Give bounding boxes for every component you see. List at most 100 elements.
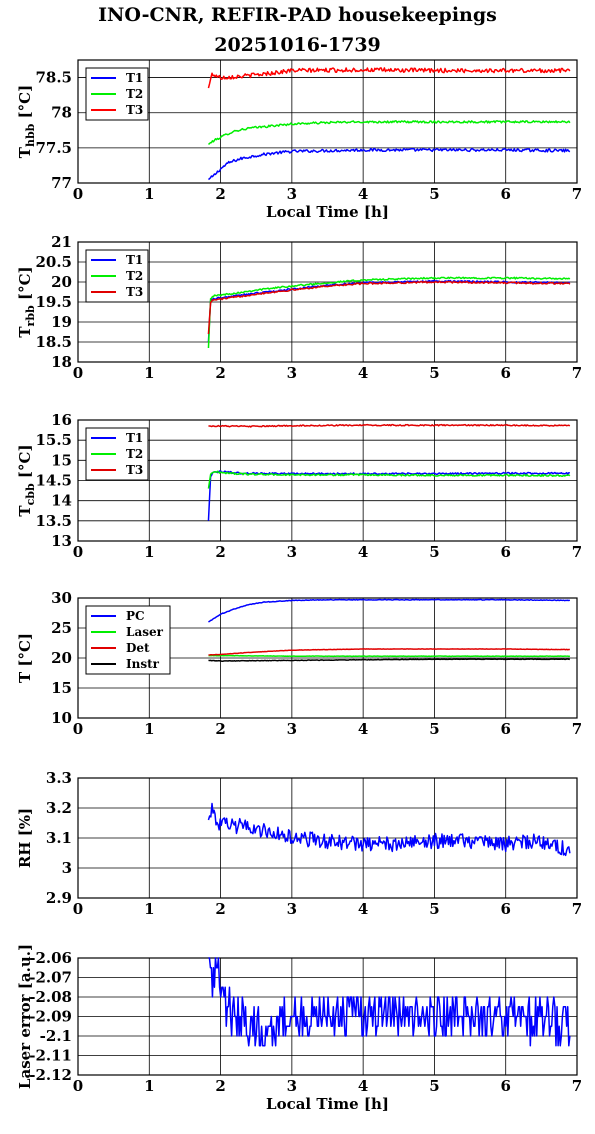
series-line-value: [207, 802, 571, 857]
legend-label-det: Det: [126, 641, 150, 655]
y-axis-label: Thbb [°C]: [16, 85, 37, 158]
y-tick-label: -2.11: [29, 1047, 72, 1065]
x-tick-label: 1: [144, 185, 154, 203]
y-tick-label: 3: [62, 859, 72, 877]
x-tick-label: 7: [572, 720, 582, 738]
x-tick-label: 4: [358, 1077, 368, 1095]
x-tick-label: 5: [429, 720, 439, 738]
x-tick-label: 3: [287, 720, 297, 738]
x-tick-label: 7: [572, 543, 582, 561]
x-tick-label: 0: [73, 1077, 83, 1095]
x-tick-label: 4: [358, 185, 368, 203]
y-tick-label: 20.5: [35, 253, 72, 271]
legend-box: [85, 67, 149, 121]
y-tick-label: 21: [51, 233, 72, 251]
y-tick-label: 77: [51, 174, 72, 192]
plot-frame: [77, 777, 578, 899]
x-tick-label: 6: [500, 1077, 510, 1095]
x-tick-label: 2: [215, 900, 225, 918]
x-tick-label: 4: [358, 543, 368, 561]
y-tick-label: 78: [51, 104, 72, 122]
series-line-t1: [208, 147, 571, 181]
x-tick-label: 3: [287, 185, 297, 203]
y-tick-label: 19: [51, 313, 72, 331]
panel-cbb: 13 13.5 14 14.5 15 15.5 16 0 1 2 3 4 5 6 7 Tcbb [°C] T1 T…: [16, 411, 582, 561]
x-tick-label: 0: [73, 185, 83, 203]
y-tick-label: -2.12: [29, 1066, 72, 1084]
y-tick-label: 14.5: [35, 472, 72, 490]
panel-hbb: 77 77.5 78 78.5 0 1 2 3 4 5 6 7 Local Time [h] Thbb […: [16, 59, 582, 221]
series-line-pc: [208, 598, 571, 623]
x-tick-label: 0: [73, 900, 83, 918]
x-tick-label: 3: [287, 543, 297, 561]
legend-label-pc: PC: [126, 609, 145, 623]
x-tick-label: 2: [215, 543, 225, 561]
y-tick-label: 13.5: [35, 512, 72, 530]
legend-label-t1: T1: [126, 71, 143, 85]
series-line-instr: [208, 658, 570, 662]
x-tick-label: 2: [215, 185, 225, 203]
plot-frame: [77, 597, 578, 719]
x-tick-label: 3: [287, 364, 297, 382]
y-tick-label: -2.06: [29, 949, 72, 967]
series-line-t3: [208, 423, 571, 428]
y-tick-label: 10: [51, 709, 72, 727]
legend-label-instr: Instr: [126, 657, 160, 671]
y-axis-label: RH [%]: [16, 808, 34, 868]
y-axis-label: Laser error [a.u.]: [16, 944, 34, 1089]
panel-rbb: 18 18.5 19 19.5 20 20.5 21 0 1 2 3 4 5 6 7 Trbb [°C] T1 T…: [16, 233, 582, 382]
x-tick-label: 0: [73, 364, 83, 382]
panel-laser: -2.12-2.11 -2.1-2.09 -2.08-2.07 -2.06 0 1 2 3 4 5…: [16, 944, 582, 1113]
y-tick-label: -2.09: [29, 1008, 72, 1026]
legend-label-laser: Laser: [126, 625, 164, 639]
legend-label-t3: T3: [126, 463, 143, 477]
x-tick-label: 0: [73, 720, 83, 738]
x-tick-label: 5: [429, 1077, 439, 1095]
x-tick-label: 6: [500, 364, 510, 382]
x-tick-label: 2: [215, 720, 225, 738]
x-tick-label: 6: [500, 543, 510, 561]
x-tick-label: 6: [500, 900, 510, 918]
y-tick-label: 20: [51, 649, 72, 667]
y-tick-label: 15: [51, 451, 72, 469]
x-axis-label: Local Time [h]: [266, 1095, 389, 1113]
x-tick-label: 4: [358, 900, 368, 918]
legend-label-t3: T3: [126, 285, 143, 299]
x-axis-label: Local Time [h]: [266, 203, 389, 221]
y-axis-label: Trbb [°C]: [16, 266, 37, 337]
y-tick-label: -2.07: [29, 969, 72, 987]
x-tick-label: 7: [572, 185, 582, 203]
x-tick-label: 1: [144, 364, 154, 382]
x-tick-label: 2: [215, 364, 225, 382]
chart-title-line1: INO-CNR, REFIR-PAD housekeepings: [98, 4, 497, 26]
y-tick-label: -2.08: [29, 988, 72, 1006]
legend-label-t1: T1: [126, 431, 143, 445]
x-tick-label: 7: [572, 364, 582, 382]
x-tick-label: 5: [429, 543, 439, 561]
y-tick-label: 14: [51, 492, 72, 510]
series-line-value: [208, 957, 571, 1047]
x-tick-label: 7: [572, 900, 582, 918]
y-tick-label: 15.5: [35, 431, 72, 449]
x-tick-label: 2: [215, 1077, 225, 1095]
y-tick-label: 77.5: [35, 139, 72, 157]
y-tick-label: 2.9: [46, 889, 72, 907]
y-tick-label: 13: [51, 532, 72, 550]
chart-title-line2: 20251016-1739: [214, 34, 381, 56]
y-axis-label: Tcbb [°C]: [16, 444, 37, 516]
x-tick-label: 5: [429, 900, 439, 918]
y-tick-label: 30: [51, 589, 72, 607]
y-tick-label: 78.5: [35, 69, 72, 87]
x-tick-label: 1: [144, 900, 154, 918]
plot-frame: [77, 241, 578, 363]
x-tick-label: 6: [500, 720, 510, 738]
y-tick-label: 15: [51, 679, 72, 697]
y-tick-label: -2.1: [40, 1027, 72, 1045]
series-line-t1: [207, 470, 571, 521]
x-tick-label: 3: [287, 1077, 297, 1095]
y-tick-label: 18.5: [35, 333, 72, 351]
y-tick-label: 16: [51, 411, 72, 429]
y-tick-label: 20: [51, 273, 72, 291]
y-tick-label: 3.3: [46, 769, 72, 787]
